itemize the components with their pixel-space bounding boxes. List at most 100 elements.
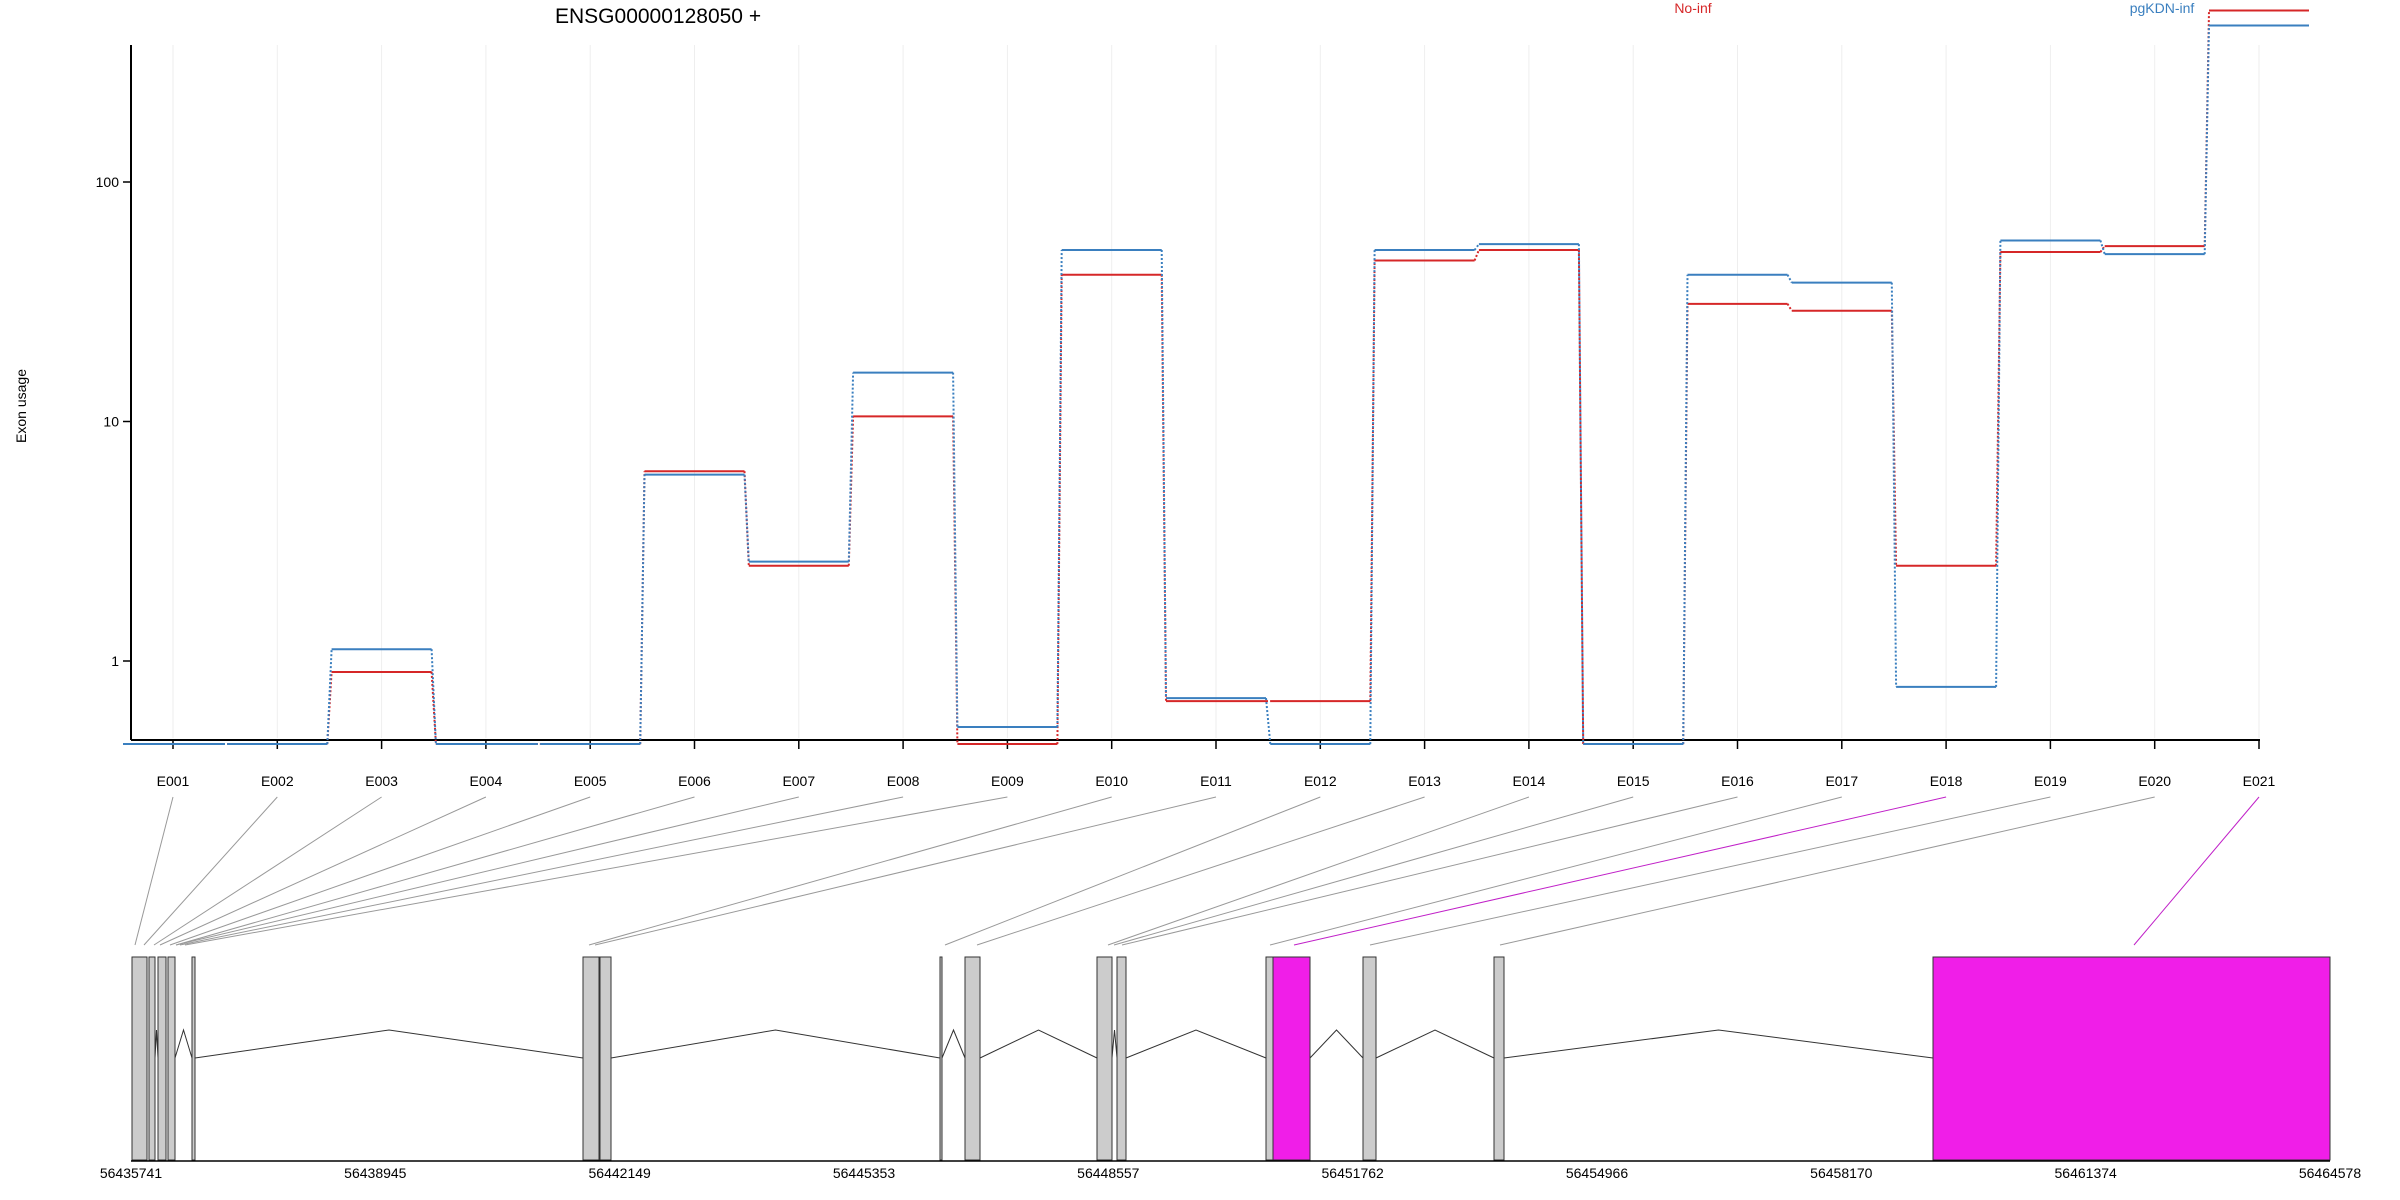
exon-box (1265, 956, 1274, 1161)
x-tick-label-e003: E003 (365, 773, 398, 789)
connector-line (153, 796, 382, 946)
x-tick-label-e012: E012 (1304, 773, 1337, 789)
legend-pgkdn-inf: pgKDN-inf (2130, 0, 2195, 16)
connector-line (175, 796, 799, 946)
connector-line (134, 796, 174, 946)
series-connector (2203, 25, 2210, 255)
exon-box (939, 956, 943, 1161)
y-tick-label: 100 (96, 174, 120, 190)
coordinate-label: 56451762 (1322, 1165, 1385, 1181)
series-connector (847, 416, 855, 566)
connector-line (1499, 796, 2155, 946)
series-connector (1265, 698, 1272, 745)
exon-box (1362, 956, 1377, 1161)
connector-line (1369, 796, 2051, 946)
intron-line (1503, 1029, 1934, 1059)
x-tick-label-e002: E002 (261, 773, 294, 789)
chart-title: ENSG00000128050 + (555, 5, 761, 28)
series-connector (1577, 244, 1585, 745)
axes (130, 45, 2260, 741)
series-connector (1160, 250, 1167, 699)
x-tick-label-e017: E017 (1825, 773, 1858, 789)
series-connector (1473, 243, 1480, 251)
connector-line (1113, 796, 1634, 946)
connector-line (1269, 796, 1842, 946)
exon-box (148, 956, 156, 1161)
coordinate-label: 56445353 (833, 1165, 896, 1181)
exon-connectors (134, 796, 2260, 946)
intron-line (1375, 1029, 1495, 1059)
series-connector (1786, 303, 1793, 312)
x-tick-label-e010: E010 (1095, 773, 1128, 789)
intron-line (1111, 1029, 1118, 1059)
connector-line (594, 796, 1217, 946)
x-tick-label-e004: E004 (470, 773, 503, 789)
series-connector (639, 474, 646, 745)
x-ticks: E001 E002 E003 E004 E005 E006 E007 E008 E009 E010… (157, 740, 2276, 789)
series-connector (1682, 274, 1689, 745)
x-tick-label-e007: E007 (782, 773, 815, 789)
x-tick-label-e020: E020 (2138, 773, 2171, 789)
x-tick-label-e005: E005 (574, 773, 607, 789)
grid-lines (172, 45, 2260, 738)
connector-line (976, 796, 1425, 946)
y-tick-label: 1 (111, 653, 119, 669)
coordinate-label: 56454966 (1566, 1165, 1629, 1181)
connector-line (143, 796, 278, 946)
exon-box (964, 956, 981, 1161)
x-tick-label-e011: E011 (1200, 773, 1232, 789)
exon-box (191, 956, 196, 1161)
series-connector (952, 372, 959, 728)
coordinate-label: 56438945 (344, 1165, 407, 1181)
series-lines (123, 9, 2309, 746)
intron-line (610, 1029, 941, 1059)
series-connector (1786, 274, 1793, 284)
coordinate-label: 56458170 (1810, 1165, 1873, 1181)
intron-line (174, 1028, 193, 1059)
exon-box (1096, 956, 1113, 1161)
series-connector (847, 372, 855, 562)
connector-line (175, 796, 695, 946)
genomic-coordinates: 56435741 56438945 56442149 56445353 56448557… (100, 1165, 2362, 1181)
coordinate-label: 56464578 (2299, 1165, 2362, 1181)
exon-box (582, 956, 600, 1161)
connector-line (588, 796, 1112, 946)
series-connector (1995, 240, 2002, 687)
x-tick-label-e009: E009 (991, 773, 1024, 789)
series-pgkdn-inf (123, 24, 2309, 746)
intron-line (194, 1029, 584, 1059)
series-connector (1056, 250, 1063, 728)
intron-line (979, 1029, 1098, 1059)
connector-line (1107, 796, 1530, 946)
connector-line (1293, 796, 1947, 946)
connector-line (2133, 796, 2260, 946)
x-tick-label-e014: E014 (1513, 773, 1546, 789)
intron-line (941, 1028, 966, 1059)
x-tick-label-e001: E001 (157, 773, 190, 789)
connector-line (179, 796, 904, 946)
exon-box (157, 956, 167, 1161)
x-tick-label-e013: E013 (1408, 773, 1441, 789)
x-tick-label-e016: E016 (1721, 773, 1754, 789)
x-tick-label-e021: E021 (2243, 773, 2276, 789)
connector-line (159, 796, 487, 946)
series-connector (2099, 245, 2106, 253)
x-tick-label-e019: E019 (2034, 773, 2067, 789)
connector-line (944, 796, 1321, 946)
coordinate-label: 56442149 (589, 1165, 652, 1181)
x-tick-label-e006: E006 (678, 773, 711, 789)
series-connector (1890, 282, 1898, 687)
exon-box (167, 956, 176, 1161)
y-axis-label: Exon usage (13, 369, 29, 443)
exon-box (1493, 956, 1505, 1161)
x-tick-label-e008: E008 (887, 773, 920, 789)
intron-line (1125, 1029, 1267, 1059)
x-tick-label-e015: E015 (1617, 773, 1650, 789)
connector-line (169, 796, 591, 946)
y-ticks: 1 10 100 (96, 174, 131, 669)
y-tick-label: 10 (103, 414, 119, 430)
intron-line (1309, 1029, 1364, 1059)
coordinate-label: 56435741 (100, 1165, 163, 1181)
connector-line (1121, 796, 1738, 946)
